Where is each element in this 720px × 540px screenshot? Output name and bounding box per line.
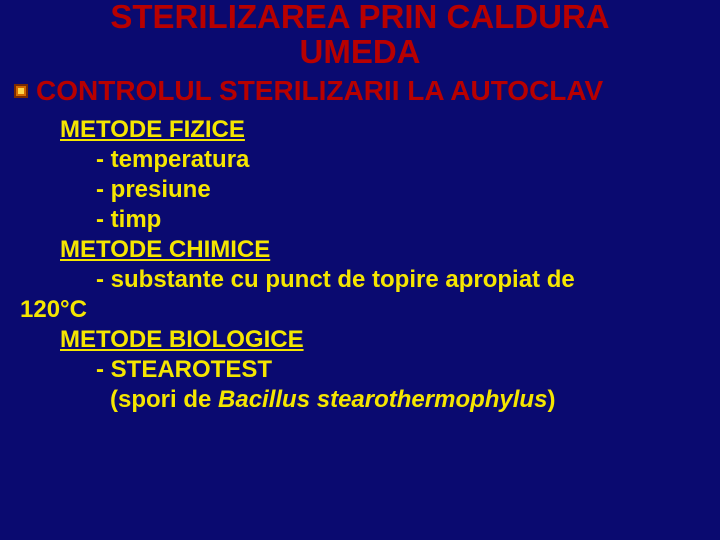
species-name: Bacillus stearothermophylus xyxy=(218,386,547,413)
fizice-item-1: - temperatura xyxy=(96,145,720,175)
fizice-item-2: - presiune xyxy=(96,175,720,205)
slide-subtitle: CONTROLUL STERILIZARII LA AUTOCLAV xyxy=(0,75,720,107)
slide-title: STERILIZAREA PRIN CALDURA UMEDA xyxy=(0,0,720,69)
subtitle-text: CONTROLUL STERILIZARII LA AUTOCLAV xyxy=(36,75,603,107)
fizice-item-3: - timp xyxy=(96,205,720,235)
section-fizice-head: METODE FIZICE xyxy=(60,115,720,145)
bullet-icon xyxy=(14,84,28,98)
slide-body: METODE FIZICE - temperatura - presiune -… xyxy=(60,115,720,415)
chimice-item-1-cont: 120°C xyxy=(20,295,720,325)
biologice-item-1: - STEAROTEST xyxy=(96,355,720,385)
slide: STERILIZAREA PRIN CALDURA UMEDA CONTROLU… xyxy=(0,0,720,540)
section-biologice-head: METODE BIOLOGICE xyxy=(60,325,720,355)
paren-close: ) xyxy=(547,386,555,413)
title-line-1: STERILIZAREA PRIN CALDURA xyxy=(0,0,720,35)
chimice-item-1: - substante cu punct de topire apropiat … xyxy=(96,265,720,295)
paren-open: (spori de xyxy=(110,386,218,413)
biologice-item-2: (spori de Bacillus stearothermophylus) xyxy=(110,385,720,415)
title-line-2: UMEDA xyxy=(0,35,720,70)
section-chimice-head: METODE CHIMICE xyxy=(60,235,720,265)
